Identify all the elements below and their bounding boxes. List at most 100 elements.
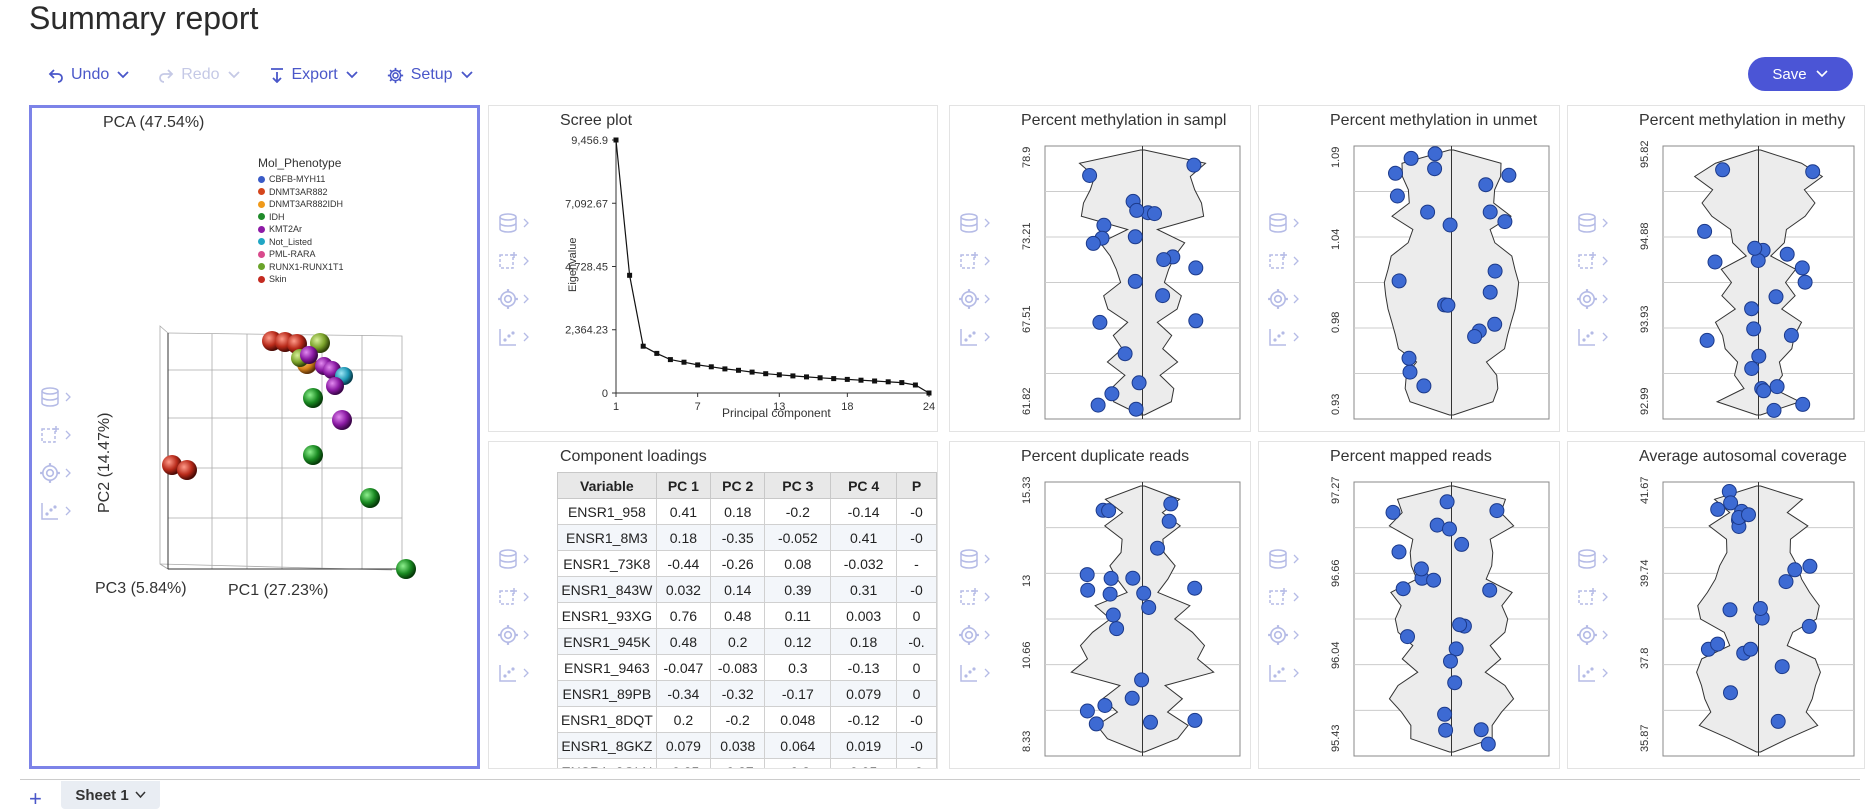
column-header[interactable]: PC 2: [710, 472, 766, 499]
add-sheet-button[interactable]: +: [29, 786, 42, 811]
chevron-right-icon: [984, 218, 990, 228]
settings-tool-button[interactable]: [1576, 285, 1609, 313]
loading-cell: -0.17: [764, 680, 832, 707]
table-row[interactable]: ENSR1_843W 0.032 0.14 0.39 0.31 -0: [557, 576, 937, 603]
data-tool-button[interactable]: [497, 545, 530, 573]
scree-point: [790, 373, 796, 379]
table-row[interactable]: ENSR1_8M3 0.18 -0.35 -0.052 0.41 -0: [557, 524, 937, 551]
chevron-right-icon: [1602, 592, 1608, 602]
column-header[interactable]: Variable: [557, 472, 657, 499]
data-point: [1163, 496, 1179, 512]
component-loadings-panel[interactable]: Component loadings Variable PC 1 PC 2 PC…: [488, 441, 938, 769]
table-row[interactable]: ENSR1_93XG 0.76 0.48 0.11 0.003 0: [557, 602, 937, 629]
plot-tool-button[interactable]: [497, 323, 530, 351]
select-tool-button[interactable]: [1576, 247, 1609, 275]
y-tick-label: 95.82: [1639, 140, 1651, 168]
scree-plot-panel[interactable]: Scree plot 9,456.9 7,092.67 4,728.45 2,364.…: [488, 105, 938, 432]
y-tick-label: 1.09: [1330, 146, 1342, 168]
data-point: [1128, 401, 1144, 417]
violin-plot-panel[interactable]: Average autosomal coverage 41.67 39.74 37.…: [1567, 441, 1865, 769]
table-row[interactable]: ENSR1_9463 -0.047 -0.083 0.3 -0.13 0: [557, 654, 937, 681]
plot-tool-button[interactable]: [497, 659, 530, 687]
loading-cell: 0.08: [764, 550, 832, 577]
table-row[interactable]: ENSR1_73K8 -0.44 -0.26 0.08 -0.032-: [557, 550, 937, 577]
violin-plot-panel[interactable]: Percent duplicate reads 15.33 13 10.66 8.33: [949, 441, 1251, 769]
plot-tool-button[interactable]: [1267, 659, 1300, 687]
data-tool-button[interactable]: [1267, 209, 1300, 237]
export-button[interactable]: Export: [269, 66, 359, 84]
gear-icon: [1268, 289, 1288, 309]
gear-icon: [959, 625, 979, 645]
data-point: [1395, 581, 1411, 597]
plot-tool-button[interactable]: [958, 323, 991, 351]
chevron-right-icon: [984, 554, 990, 564]
select-tool-button[interactable]: [497, 247, 530, 275]
data-point: [1723, 685, 1738, 701]
violin-plot-panel[interactable]: Percent mapped reads 97.27 96.66 96.04 95.4…: [1258, 441, 1560, 769]
loading-cell: 0.31: [830, 576, 898, 603]
pca-panel[interactable]: PCA (47.54%) Mol_Phenotype CBFB-MYH11 DN…: [29, 105, 480, 769]
data-point: [1400, 629, 1415, 645]
select-tool-button[interactable]: [39, 421, 72, 449]
violin-plot-panel[interactable]: Percent methylation in unmet 1.09 1.04 0.9…: [1258, 105, 1560, 432]
violin-plot-panel[interactable]: Percent methylation in methy 95.82 94.88 9…: [1567, 105, 1865, 432]
chevron-right-icon: [65, 468, 71, 478]
plot-tool-button[interactable]: [1576, 659, 1609, 687]
data-tool-button[interactable]: [1267, 545, 1300, 573]
select-tool-button[interactable]: [497, 583, 530, 611]
select-tool-button[interactable]: [1267, 247, 1300, 275]
chevron-right-icon: [1293, 592, 1299, 602]
sheet-tab[interactable]: Sheet 1: [61, 781, 160, 809]
loadings-table[interactable]: Variable PC 1 PC 2 PC 3 PC 4 P ENSR1_958…: [557, 472, 937, 768]
data-point: [1437, 706, 1453, 722]
data-tool-button[interactable]: [958, 209, 991, 237]
table-row[interactable]: ENSR1_8GLN-0.35-0.37-0.20.05-0: [557, 758, 937, 768]
variable-cell: ENSR1_843W: [557, 576, 657, 603]
setup-button[interactable]: Setup: [387, 66, 474, 84]
settings-tool-button[interactable]: [958, 285, 991, 313]
settings-tool-button[interactable]: [1267, 621, 1300, 649]
settings-tool-button[interactable]: [1576, 621, 1609, 649]
data-tool-button[interactable]: [1576, 545, 1609, 573]
plot-tool-button[interactable]: [39, 497, 72, 525]
select-tool-button[interactable]: [958, 583, 991, 611]
chevron-right-icon: [1293, 630, 1299, 640]
redo-button[interactable]: Redo: [158, 66, 240, 84]
table-row[interactable]: ENSR1_958 0.41 0.18 -0.2 -0.14 -0: [557, 498, 937, 525]
table-row[interactable]: ENSR1_89PB -0.34 -0.32 -0.17 0.079 0: [557, 680, 937, 707]
data-tool-button[interactable]: [497, 209, 530, 237]
column-header[interactable]: PC 1: [655, 472, 712, 499]
redo-label: Redo: [181, 66, 220, 83]
table-row[interactable]: ENSR1_8DQT 0.2 -0.2 0.048 -0.12 -0: [557, 706, 937, 733]
settings-tool-button[interactable]: [39, 459, 72, 487]
settings-tool-button[interactable]: [958, 621, 991, 649]
data-point: [1143, 714, 1158, 730]
data-point: [1752, 601, 1768, 616]
save-button[interactable]: Save: [1748, 57, 1853, 91]
plot-tool-button[interactable]: [1267, 323, 1300, 351]
table-row[interactable]: ENSR1_8GKZ 0.079 0.038 0.064 0.019 -0: [557, 732, 937, 759]
settings-tool-button[interactable]: [497, 621, 530, 649]
column-header[interactable]: P: [896, 472, 937, 499]
data-point: [1746, 321, 1762, 337]
loading-cell: 0.064: [764, 732, 832, 759]
select-tool-button[interactable]: [1267, 583, 1300, 611]
plot-tool-button[interactable]: [958, 659, 991, 687]
data-point: [1722, 602, 1738, 618]
plot-tool-button[interactable]: [1576, 323, 1609, 351]
column-header[interactable]: PC 3: [764, 472, 832, 499]
data-tool-button[interactable]: [39, 383, 72, 411]
pca-3d-plot[interactable]: [32, 108, 477, 766]
data-point: [1482, 582, 1498, 598]
data-tool-button[interactable]: [958, 545, 991, 573]
settings-tool-button[interactable]: [497, 285, 530, 313]
table-row[interactable]: ENSR1_945K 0.48 0.2 0.12 0.18 -0.: [557, 628, 937, 655]
settings-tool-button[interactable]: [1267, 285, 1300, 313]
column-header[interactable]: PC 4: [830, 472, 898, 499]
select-tool-button[interactable]: [958, 247, 991, 275]
data-point: [1426, 572, 1442, 588]
data-tool-button[interactable]: [1576, 209, 1609, 237]
select-tool-button[interactable]: [1576, 583, 1609, 611]
undo-button[interactable]: Undo: [48, 66, 130, 84]
violin-plot-panel[interactable]: Percent methylation in sampl 78.9 73.21 67…: [949, 105, 1251, 432]
